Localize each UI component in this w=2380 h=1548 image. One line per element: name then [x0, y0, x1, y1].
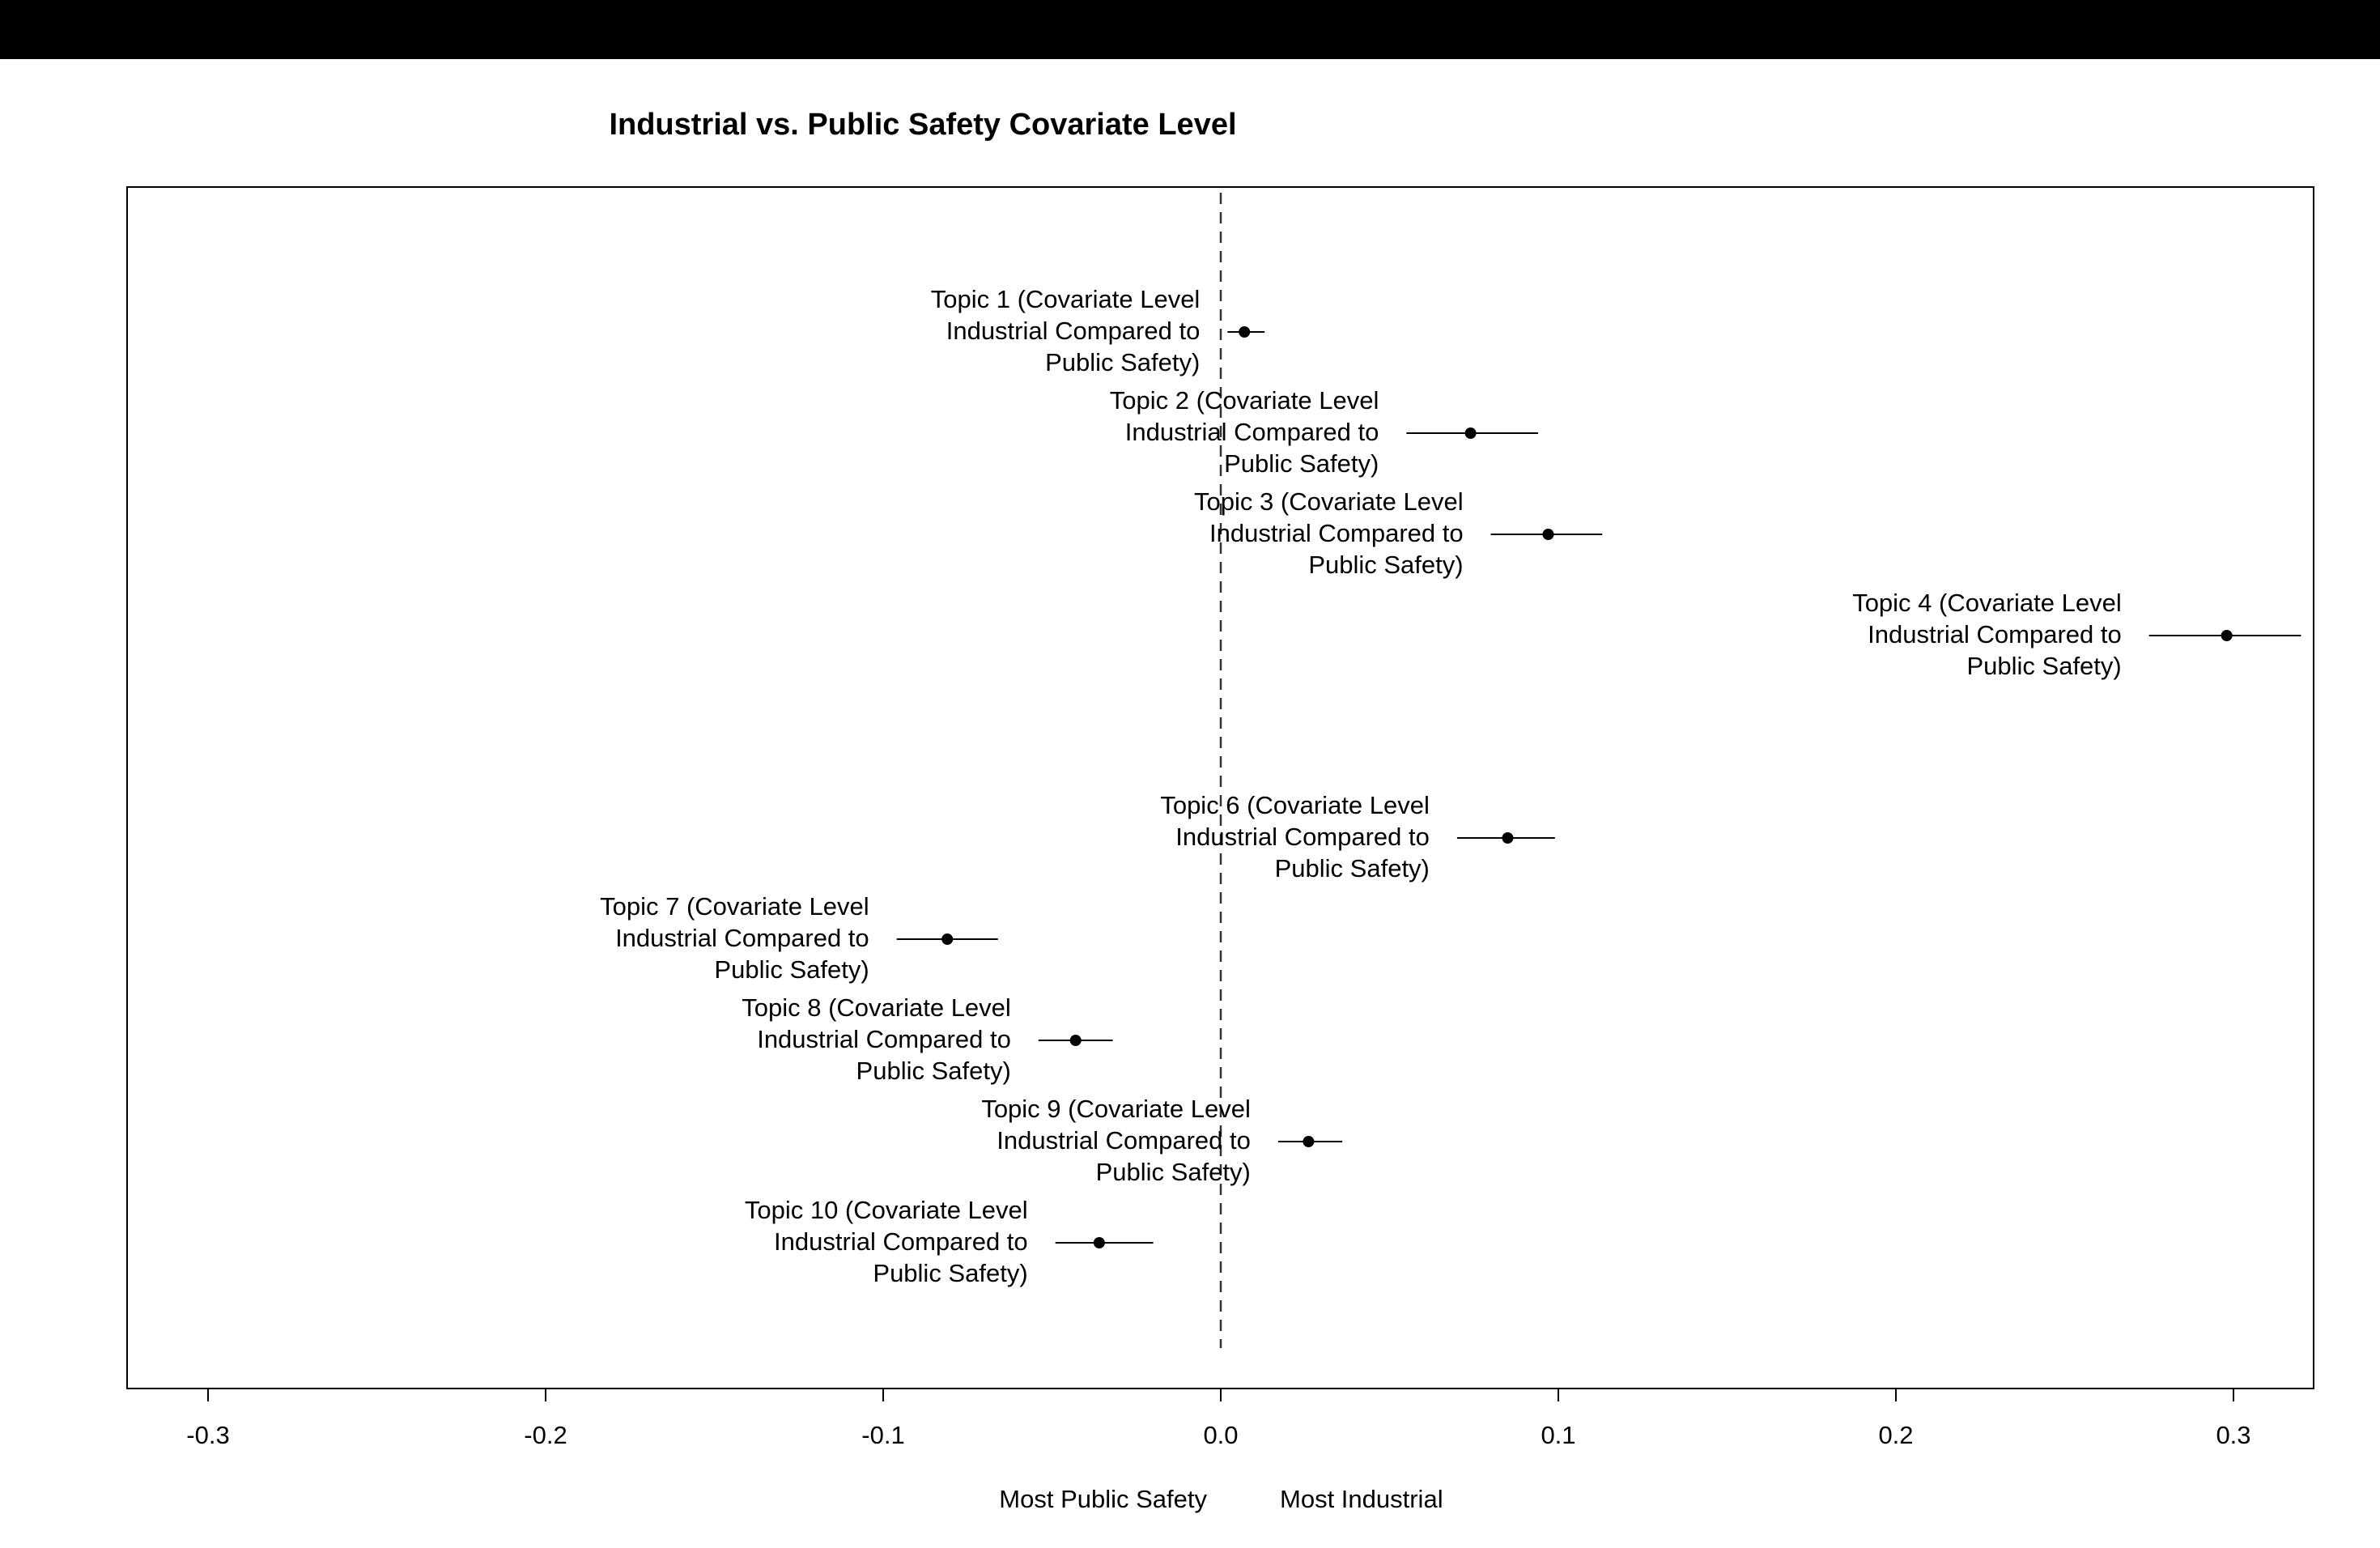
estimate-point	[1464, 427, 1477, 439]
estimate-point	[1239, 326, 1251, 338]
topic-label-line: Public Safety)	[1096, 1158, 1251, 1186]
topic-label-line: Industrial Compared to	[1175, 823, 1430, 851]
topic-label-line: Industrial Compared to	[757, 1025, 1011, 1053]
estimate-point	[1069, 1035, 1082, 1046]
topic-label: Topic 3 (Covariate Level Industrial Compa…	[1194, 487, 1464, 579]
most-industrial-label: Most Industrial	[1280, 1485, 1443, 1513]
x-tick-label: -0.2	[524, 1421, 567, 1449]
estimate-point	[941, 933, 954, 945]
topic-label: Topic 2 (Covariate Level Industrial Compa…	[1110, 386, 1379, 478]
topic-label-line: Topic 3 (Covariate Level	[1194, 487, 1464, 516]
topic-label-line: Public Safety)	[1275, 854, 1430, 882]
x-tick-label: -0.3	[186, 1421, 229, 1449]
topic-label-line: Topic 1 (Covariate Level	[931, 285, 1201, 313]
topic-label-line: Topic 10 (Covariate Level	[745, 1196, 1028, 1224]
x-tick-label: 0.0	[1203, 1421, 1238, 1449]
x-tick-label: 0.1	[1541, 1421, 1575, 1449]
topic-label-line: Public Safety)	[1308, 551, 1463, 579]
topic-label-line: Industrial Compared to	[615, 924, 869, 952]
topic-label-line: Public Safety)	[1224, 449, 1379, 478]
topic-label-line: Topic 7 (Covariate Level	[600, 892, 869, 921]
most-public-safety-label: Most Public Safety	[999, 1485, 1207, 1513]
topic-label: Topic 6 (Covariate Level Industrial Compa…	[1160, 791, 1430, 882]
x-tick-label: 0.3	[2216, 1421, 2250, 1449]
topic-label-line: Public Safety)	[856, 1057, 1011, 1085]
topic-label-line: Topic 2 (Covariate Level	[1110, 386, 1379, 415]
topic-label-line: Industrial Compared to	[997, 1126, 1251, 1155]
topic-label-line: Industrial Compared to	[946, 317, 1201, 345]
estimate-point	[1303, 1136, 1315, 1147]
estimate-point	[2221, 630, 2233, 641]
topic-label-line: Industrial Compared to	[1209, 519, 1464, 547]
topic-label-line: Topic 9 (Covariate Level	[981, 1095, 1251, 1123]
topic-label: Topic 4 (Covariate Level Industrial Compa…	[1852, 589, 2122, 680]
topic-label-line: Industrial Compared to	[774, 1227, 1028, 1256]
topic-label-line: Industrial Compared to	[1125, 418, 1379, 446]
topic-label-line: Public Safety)	[714, 955, 869, 984]
estimates-layer: Topic 1 (Covariate Level Industrial Compa…	[600, 285, 2301, 1287]
estimate-point	[1093, 1237, 1105, 1248]
topic-label-line: Topic 8 (Covariate Level	[742, 993, 1011, 1022]
topic-label-line: Topic 6 (Covariate Level	[1160, 791, 1430, 819]
x-tick-label: -0.1	[861, 1421, 904, 1449]
x-axis: -0.3 -0.2 -0.1 0.0 0.1 0.2 0.3	[186, 1389, 2251, 1449]
estimate-point	[1542, 529, 1554, 540]
topic-label: Topic 1 (Covariate Level Industrial Compa…	[931, 285, 1201, 376]
chart-title: Industrial vs. Public Safety Covariate L…	[609, 108, 1236, 142]
x-tick-label: 0.2	[1878, 1421, 1913, 1449]
topic-label: Topic 7 (Covariate Level Industrial Compa…	[600, 892, 869, 984]
topic-label: Topic 8 (Covariate Level Industrial Compa…	[742, 993, 1011, 1085]
topic-label: Topic 9 (Covariate Level Industrial Compa…	[981, 1095, 1251, 1186]
topic-label-line: Industrial Compared to	[1868, 620, 2122, 649]
topic-label-line: Public Safety)	[1045, 348, 1200, 376]
estimate-point	[1502, 832, 1514, 844]
top-black-bar	[0, 0, 2380, 59]
topic-label-line: Public Safety)	[1966, 652, 2121, 680]
topic-label-line: Public Safety)	[873, 1259, 1027, 1287]
topic-label-line: Topic 4 (Covariate Level	[1852, 589, 2122, 617]
topic-label: Topic 10 (Covariate Level Industrial Comp…	[745, 1196, 1028, 1287]
